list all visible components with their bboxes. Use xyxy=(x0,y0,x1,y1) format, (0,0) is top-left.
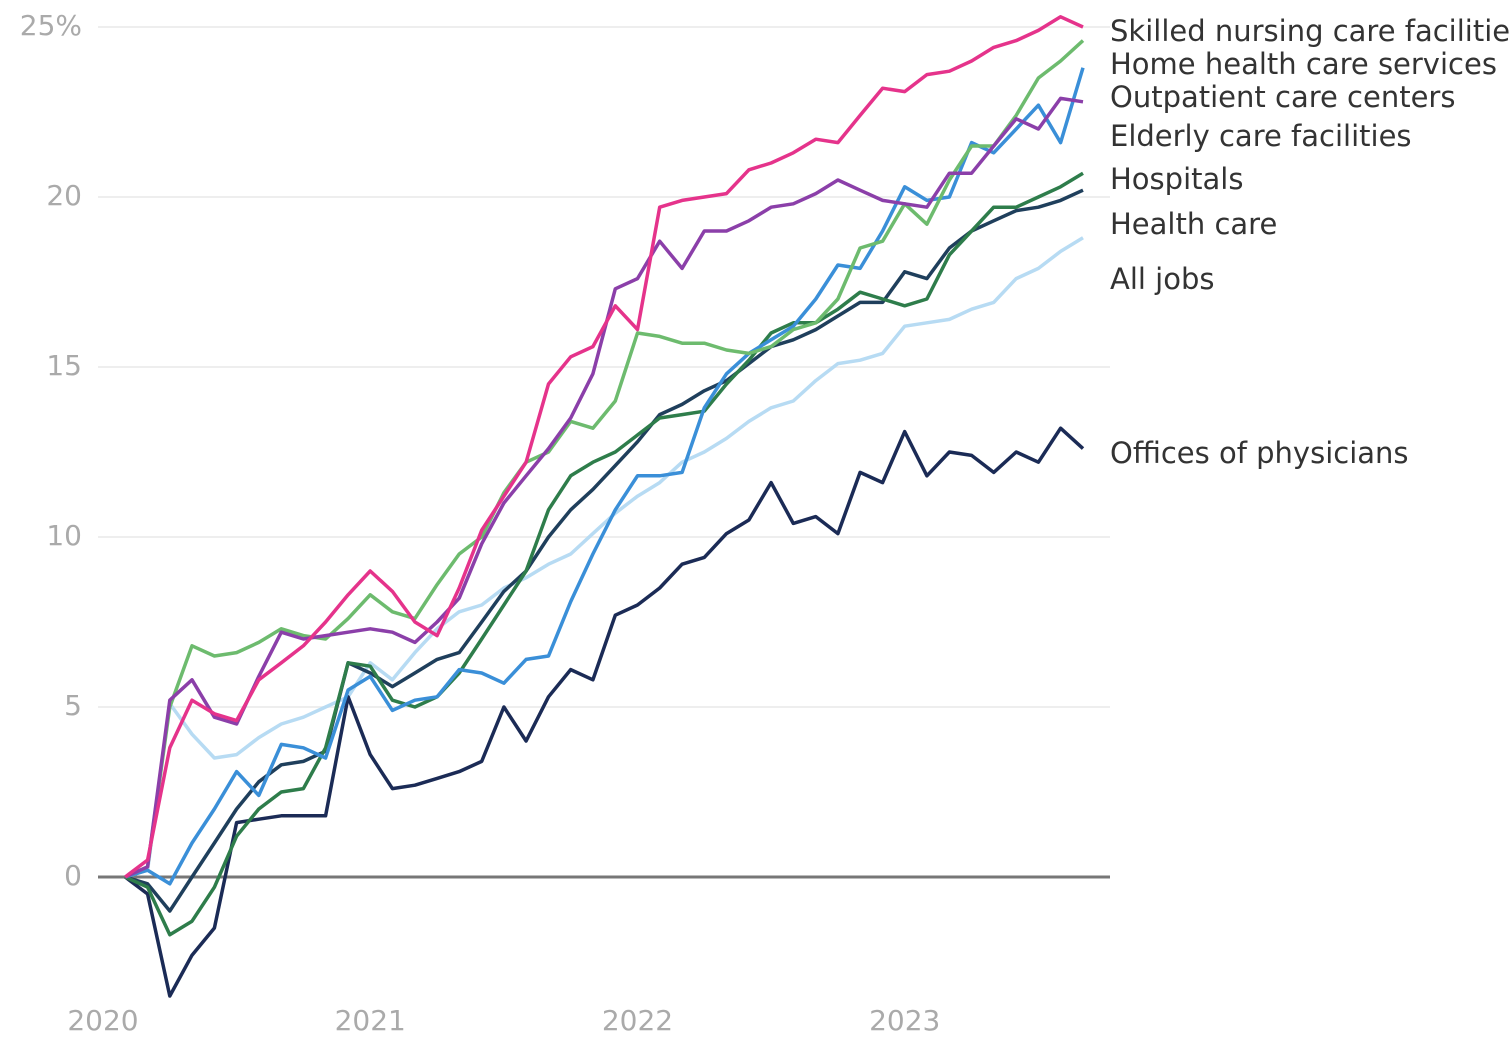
x-tick-label: 2022 xyxy=(602,1004,673,1037)
series-line xyxy=(124,426,1085,998)
series-line xyxy=(124,236,1084,879)
series-label: Hospitals xyxy=(1110,162,1243,196)
series-label: Outpatient care centers xyxy=(1110,80,1455,114)
y-tick-label: 5 xyxy=(64,689,82,722)
y-tick-label: 15 xyxy=(46,349,82,382)
x-tick-label: 2021 xyxy=(335,1004,406,1037)
y-tick-label: 10 xyxy=(46,519,82,552)
x-tick-label: 2023 xyxy=(869,1004,940,1037)
series-label: Home health care services xyxy=(1110,47,1497,81)
series-label: Offices of physicians xyxy=(1110,436,1409,470)
y-tick-label: 25% xyxy=(20,9,82,42)
series-label: All jobs xyxy=(1110,262,1215,296)
x-tick-label: 2020 xyxy=(67,1004,138,1037)
y-tick-label: 0 xyxy=(64,859,82,892)
series-line xyxy=(124,67,1085,886)
series-line xyxy=(124,188,1084,913)
series-line xyxy=(124,96,1084,879)
series-label: Elderly care facilities xyxy=(1110,119,1412,153)
series-line xyxy=(124,15,1084,879)
series-line xyxy=(124,39,1085,879)
series-label: Health care xyxy=(1110,207,1277,241)
y-tick-label: 20 xyxy=(46,179,82,212)
series-line xyxy=(124,171,1084,937)
series-label: Skilled nursing care facilities xyxy=(1110,14,1511,48)
